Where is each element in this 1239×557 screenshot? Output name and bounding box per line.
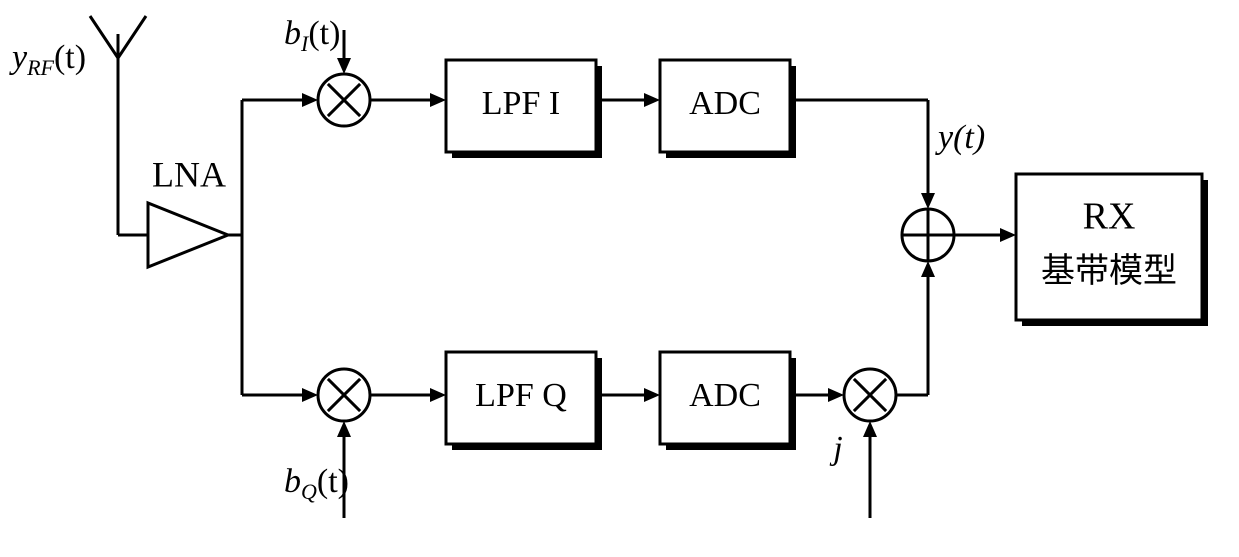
arrow-head bbox=[337, 58, 351, 74]
label-lpf-i: LPF I bbox=[482, 85, 560, 122]
label-bQ: bQ(t) bbox=[284, 463, 349, 504]
arrow-head bbox=[302, 388, 318, 402]
label-rx-2: 基带模型 bbox=[1041, 252, 1177, 290]
arrow-head bbox=[302, 93, 318, 107]
arrow-head bbox=[644, 93, 660, 107]
arrow-head bbox=[921, 261, 935, 277]
lna-amplifier bbox=[148, 203, 228, 267]
arrow-head bbox=[828, 388, 844, 402]
label-bI: bI(t) bbox=[284, 15, 340, 56]
arrow-head bbox=[863, 421, 877, 437]
label-j: j bbox=[829, 430, 842, 467]
arrow-head bbox=[430, 93, 446, 107]
arrow-head bbox=[337, 421, 351, 437]
label-lpf-q: LPF Q bbox=[475, 377, 567, 414]
label-adc-i: ADC bbox=[689, 85, 761, 122]
arrow-head bbox=[430, 388, 446, 402]
label-y-rf: yRF(t) bbox=[9, 39, 86, 80]
label-yt: y(t) bbox=[935, 119, 985, 156]
label-lna: LNA bbox=[152, 154, 226, 194]
arrow-head bbox=[644, 388, 660, 402]
label-rx-1: RX bbox=[1083, 196, 1136, 238]
arrow-head bbox=[921, 193, 935, 209]
arrow-head bbox=[1000, 228, 1016, 242]
label-adc-q: ADC bbox=[689, 377, 761, 414]
